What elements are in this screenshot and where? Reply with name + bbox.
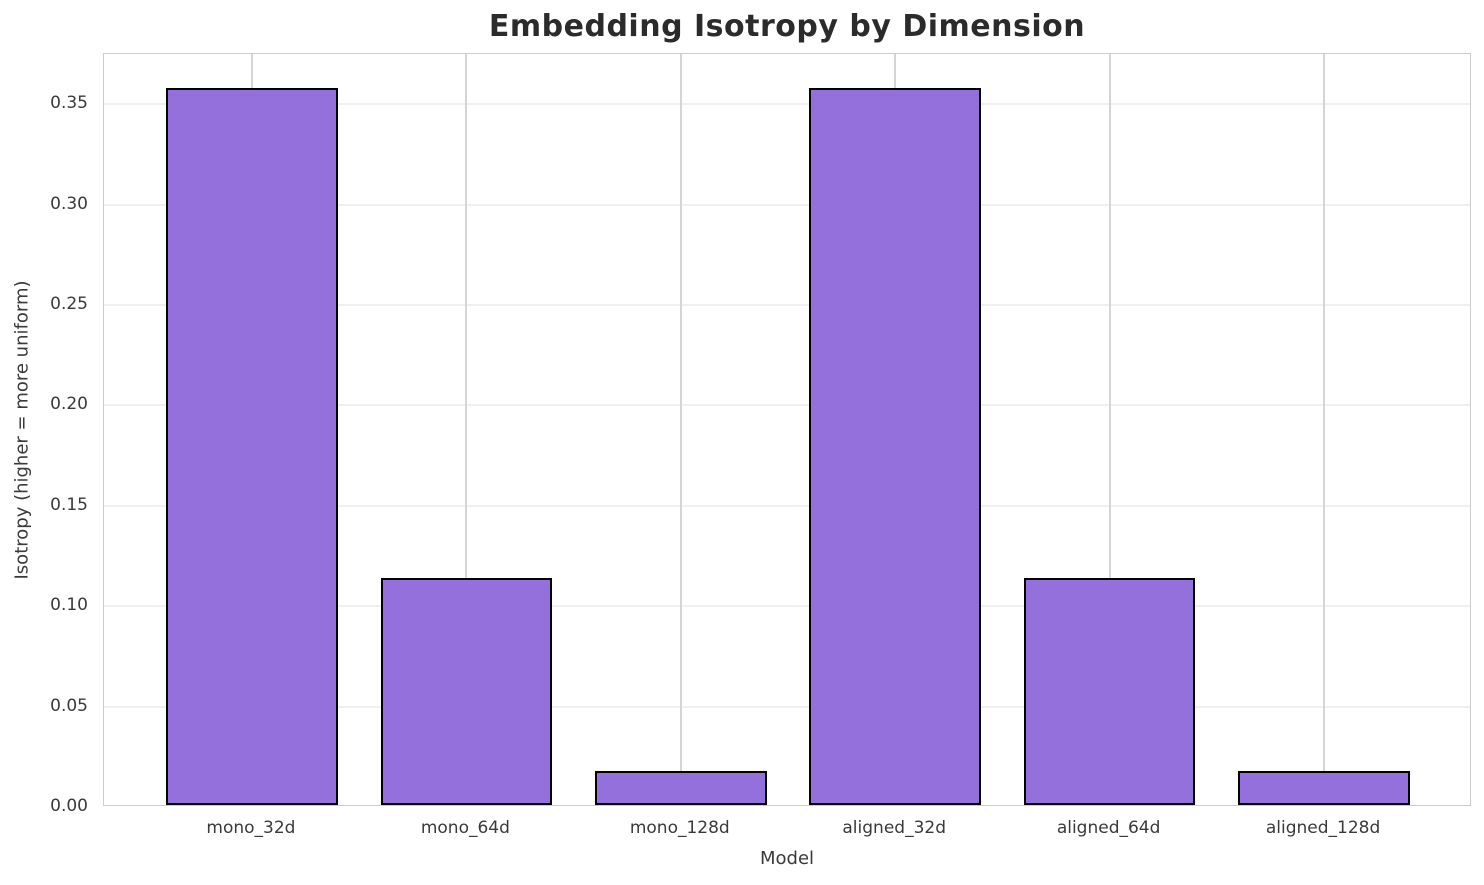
vertical-gridline bbox=[679, 54, 682, 805]
bar-aligned_128d bbox=[1238, 770, 1410, 805]
x-tick-label: mono_128d bbox=[629, 818, 730, 838]
y-axis-label: Isotropy (higher = more uniform) bbox=[11, 280, 33, 580]
y-tick-label: 0.20 bbox=[50, 394, 88, 415]
x-tick-label: aligned_64d bbox=[1056, 818, 1161, 838]
y-tick-label: 0.10 bbox=[50, 595, 88, 616]
x-tick-label: aligned_32d bbox=[842, 818, 946, 838]
bar-aligned_32d bbox=[809, 88, 981, 805]
x-tick-label: mono_64d bbox=[420, 818, 510, 838]
bar-mono_64d bbox=[380, 578, 553, 805]
x-axis-label: Model bbox=[759, 848, 815, 869]
chart-title: Embedding Isotropy by Dimension bbox=[488, 9, 1086, 44]
bar-mono_32d bbox=[166, 88, 338, 805]
x-tick-label: mono_32d bbox=[206, 818, 296, 838]
bar-aligned_64d bbox=[1023, 578, 1196, 805]
plot-area bbox=[103, 53, 1471, 806]
bar-mono_128d bbox=[595, 770, 767, 805]
y-tick-label: 0.35 bbox=[50, 93, 88, 114]
y-tick-label: 0.05 bbox=[50, 695, 88, 716]
vertical-gridline bbox=[1323, 54, 1326, 805]
y-tick-label: 0.30 bbox=[50, 193, 88, 214]
y-tick-label: 0.25 bbox=[50, 294, 88, 314]
x-tick-label: aligned_128d bbox=[1265, 818, 1381, 838]
y-tick-label: 0.15 bbox=[50, 494, 88, 515]
y-tick-label: 0.00 bbox=[50, 796, 88, 816]
